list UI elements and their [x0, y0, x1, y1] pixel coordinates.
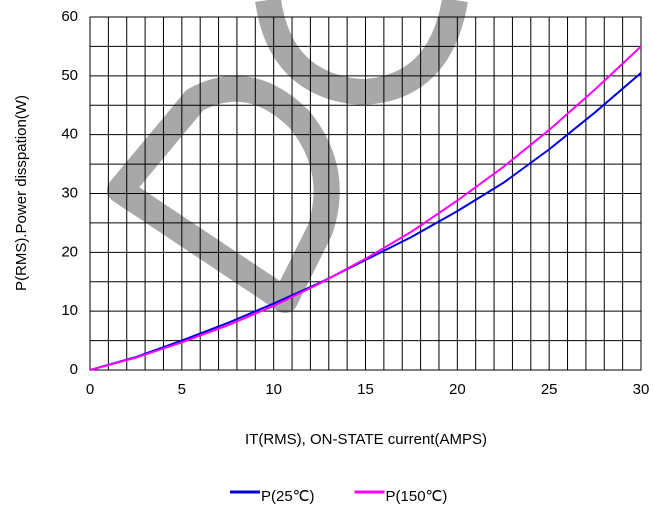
grid	[89, 16, 642, 371]
y-tick-label: 30	[61, 184, 78, 201]
x-tick-label: 10	[265, 381, 282, 398]
x-tick-label: 5	[178, 381, 186, 398]
plot-frame	[89, 16, 642, 371]
y-tick-label: 60	[61, 8, 78, 25]
x-tick-label: 0	[86, 381, 94, 398]
x-axis-label: IT(RMS), ON-STATE current(AMPS)	[245, 431, 487, 448]
y-tick-label: 0	[70, 361, 78, 378]
y-tick-label: 50	[61, 67, 78, 84]
y-tick-label: 20	[61, 243, 78, 260]
x-tick-label: 30	[633, 381, 650, 398]
data-line	[89, 72, 642, 371]
y-tick-label: 40	[61, 126, 78, 143]
x-tick-label: 25	[541, 381, 558, 398]
legend: P(25℃) P(150℃)	[230, 488, 447, 505]
x-tick-label: 15	[357, 381, 374, 398]
x-tick-label: 20	[449, 381, 466, 398]
watermark	[107, 0, 468, 313]
legend-label: P(25℃)	[261, 488, 315, 505]
legend-label: P(150℃)	[386, 488, 448, 505]
y-axis-label: P(RMS).Power disspation(W)	[13, 95, 30, 291]
y-tick-label: 10	[61, 302, 78, 319]
data-line	[89, 45, 642, 371]
lines	[89, 45, 642, 371]
